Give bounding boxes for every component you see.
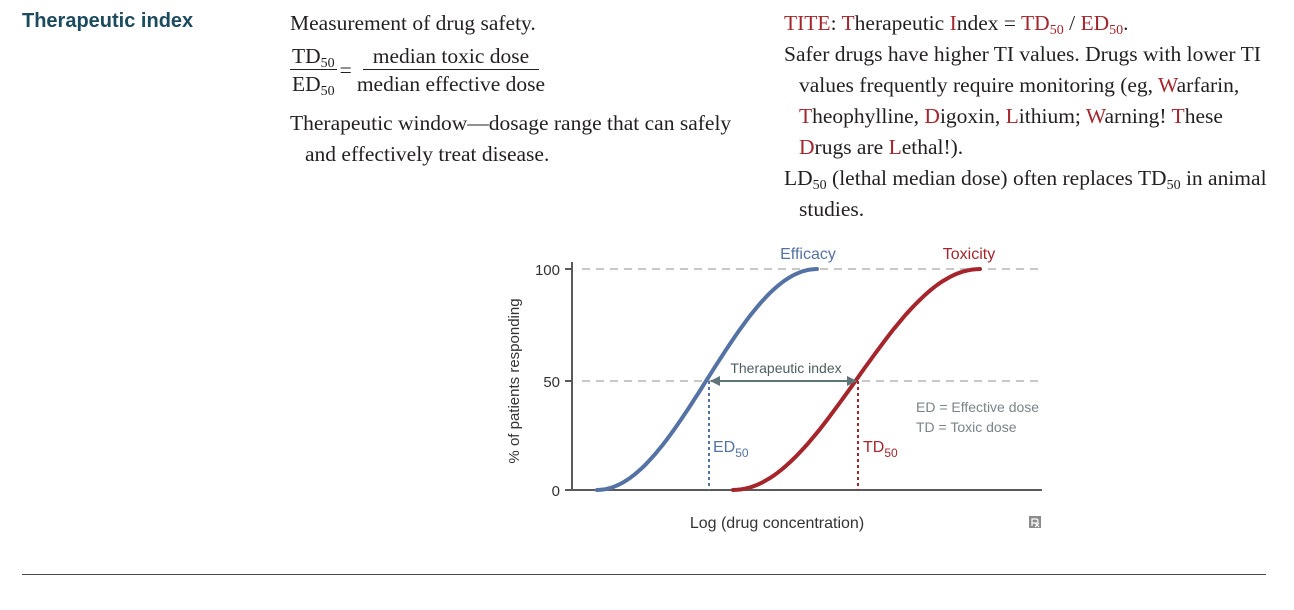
legend-td: TD = Toxic dose [916, 419, 1017, 435]
y-tick-label-0: 0 [552, 483, 560, 500]
rx-icon [1029, 516, 1041, 528]
ed50-label: ED50 [713, 439, 749, 460]
y-tick-label-100: 100 [535, 262, 560, 279]
definition-text: Measurement of drug safety. [290, 11, 536, 35]
ti-formula: TD50 ED50 = median toxic dose median eff… [290, 43, 740, 99]
section-heading: Therapeutic index [22, 10, 194, 32]
bottom-divider [22, 574, 1266, 575]
y-tick-label-50: 50 [543, 374, 560, 391]
fraction-numerator-td: TD50 [290, 44, 337, 71]
therapeutic-window-text: Therapeutic window—dosage range that can… [290, 111, 732, 166]
median-effective-dose: median effective dose [356, 72, 546, 96]
fraction-median-doses: median toxic dose median effective dose [355, 43, 547, 98]
legend-ed: ED = Effective dose [916, 399, 1039, 415]
toxicity-series-label: Toxicity [943, 246, 995, 263]
ld50-text: LD50 (lethal median dose) often replaces… [784, 166, 1267, 221]
y-axis-label: % of patients responding [506, 298, 523, 463]
x-axis-label: Log (drug concentration) [690, 515, 864, 532]
fraction-denominator-ed: ED50 [292, 72, 335, 99]
tite-mnemonic: TITE: Therapeutic Index = TD50 / ED50. [784, 11, 1129, 38]
equals-sign: = [339, 58, 352, 82]
toxicity-curve [731, 267, 982, 492]
definition-column: Measurement of drug safety. TD50 ED50 = … [290, 8, 740, 170]
fraction-td-ed: TD50 ED50 [290, 43, 337, 99]
safer-drugs-text: Safer drugs have higher TI values. Drugs… [784, 42, 1261, 159]
median-toxic-dose: median toxic dose [362, 43, 540, 70]
efficacy-curve [595, 267, 819, 492]
mnemonic-column: TITE: Therapeutic Index = TD50 / ED50. S… [784, 8, 1284, 225]
td50-label: TD50 [863, 439, 898, 460]
therapeutic-index-label: Therapeutic index [730, 360, 841, 376]
efficacy-series-label: Efficacy [780, 246, 836, 263]
